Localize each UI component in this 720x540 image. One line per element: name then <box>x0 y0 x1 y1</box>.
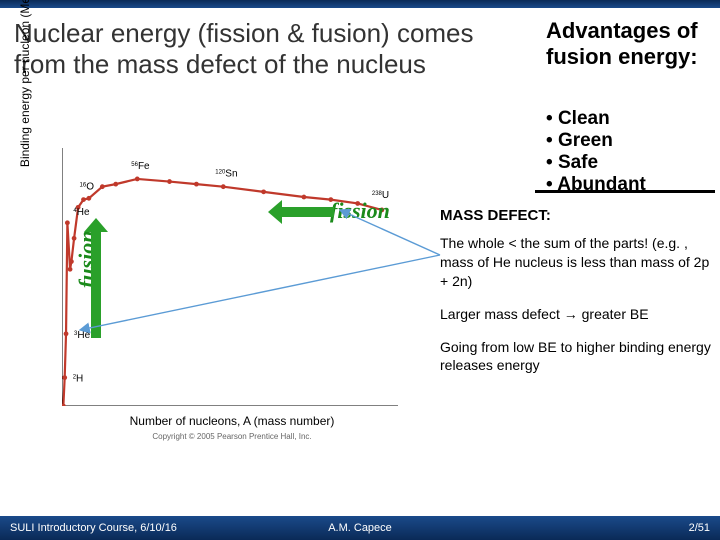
chart-x-axis-title: Number of nucleons, A (mass number) <box>62 414 402 428</box>
svg-text:4He: 4He <box>73 207 90 218</box>
advantages-list: Clean Green Safe Abundant <box>546 108 706 196</box>
fission-arrow-icon <box>268 200 334 224</box>
note-text: greater BE <box>578 306 649 322</box>
note-paragraph: The whole < the sum of the parts! (e.g. … <box>440 234 712 291</box>
advantages-underline <box>535 190 715 193</box>
advantages-heading: Advantages of fusion energy: <box>546 18 706 70</box>
mass-defect-heading: MASS DEFECT: <box>440 207 710 224</box>
footer-left: SULI Introductory Course, 6/10/16 <box>10 522 177 534</box>
fission-label: fission <box>330 198 390 224</box>
right-arrow-icon: → <box>564 306 578 322</box>
note-paragraph: Larger mass defect → greater BE <box>440 305 712 324</box>
svg-text:120Sn: 120Sn <box>215 169 237 180</box>
chart-plot-area: 0501001502002500123456789102H3He4He16O56… <box>62 144 402 406</box>
binding-energy-chart: Binding energy per nucleon (MeV) 0501001… <box>14 136 424 456</box>
notes-block: The whole < the sum of the parts! (e.g. … <box>440 234 712 389</box>
advantages-item: Clean <box>546 108 706 130</box>
slide-title: Nuclear energy (fission & fusion) comes … <box>14 18 514 80</box>
advantages-item: Safe <box>546 152 706 174</box>
chart-y-axis-title: Binding energy per nucleon (MeV) <box>18 0 32 176</box>
slide-top-bar <box>0 0 720 8</box>
svg-text:2H: 2H <box>73 374 84 385</box>
footer-right: 2/51 <box>689 522 710 534</box>
advantages-item: Green <box>546 130 706 152</box>
slide-footer: SULI Introductory Course, 6/10/16 A.M. C… <box>0 516 720 540</box>
svg-text:56Fe: 56Fe <box>131 161 150 172</box>
chart-copyright: Copyright © 2005 Pearson Prentice Hall, … <box>62 432 402 441</box>
note-text: Larger mass defect <box>440 306 564 322</box>
note-paragraph: Going from low BE to higher binding ener… <box>440 338 712 376</box>
fusion-arrow-icon <box>84 218 108 344</box>
svg-text:16O: 16O <box>80 182 95 193</box>
